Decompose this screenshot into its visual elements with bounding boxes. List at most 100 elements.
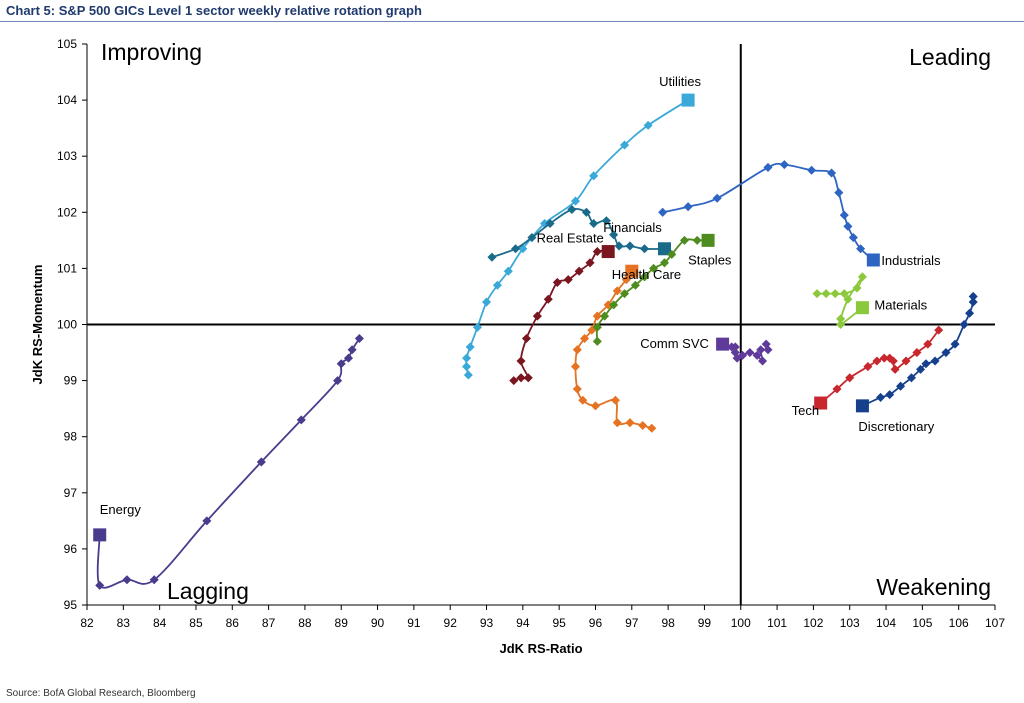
series-point-marker — [570, 362, 581, 372]
series-trail-line — [662, 162, 874, 261]
series-point-marker — [572, 345, 582, 355]
series-point-marker — [839, 210, 849, 220]
y-tick-label: 95 — [64, 598, 78, 612]
series-point-marker — [812, 289, 822, 299]
series-point-marker — [876, 392, 886, 402]
y-tick-label: 101 — [57, 261, 77, 275]
series-point-marker — [543, 294, 553, 304]
series-point-marker — [683, 202, 693, 212]
series-point-marker — [552, 277, 562, 287]
series-label: Energy — [100, 502, 142, 517]
series-head-marker — [93, 528, 107, 542]
series-point-marker — [763, 345, 773, 355]
series-point-marker — [901, 356, 911, 366]
x-tick-label: 92 — [444, 616, 458, 630]
y-tick-label: 97 — [64, 486, 78, 500]
series-point-marker — [863, 362, 873, 372]
series-label: Utilities — [659, 74, 701, 89]
x-tick-label: 104 — [876, 616, 896, 630]
series-label: Real Estate — [537, 231, 604, 246]
series-point-marker — [941, 348, 951, 358]
series-point-marker — [122, 575, 132, 585]
x-tick-label: 102 — [803, 616, 823, 630]
series-comm-svc — [716, 337, 773, 366]
chart-title: Chart 5: S&P 500 GICs Level 1 sector wee… — [6, 3, 422, 18]
series-point-marker — [465, 342, 475, 352]
series-point-marker — [516, 356, 526, 366]
series-point-marker — [572, 384, 582, 394]
x-tick-label: 91 — [407, 616, 421, 630]
x-tick-label: 94 — [516, 616, 530, 630]
series-tech — [814, 325, 944, 410]
series-point-marker — [620, 289, 630, 299]
quadrant-label-lagging: Lagging — [167, 578, 249, 604]
series-point-marker — [603, 300, 613, 310]
series-label: Materials — [874, 298, 927, 313]
series-point-marker — [487, 252, 497, 262]
series-label: Tech — [792, 403, 819, 418]
x-tick-label: 89 — [335, 616, 349, 630]
series-point-marker — [601, 216, 611, 226]
x-tick-label: 105 — [912, 616, 932, 630]
series-point-marker — [965, 308, 975, 318]
series-point-marker — [896, 381, 906, 391]
series-point-marker — [845, 373, 855, 383]
series-label: Staples — [688, 252, 732, 267]
series-point-marker — [563, 275, 573, 285]
x-tick-label: 101 — [767, 616, 787, 630]
quadrant-label-leading: Leading — [909, 44, 991, 70]
series-point-marker — [638, 420, 648, 431]
series-point-marker — [659, 258, 670, 268]
series-label: Comm SVC — [640, 336, 709, 351]
series-point-marker — [462, 362, 472, 372]
series-point-marker — [730, 348, 740, 358]
series-point-marker — [647, 423, 657, 433]
series-point-marker — [959, 319, 969, 330]
series-point-marker — [343, 353, 354, 363]
series-head-marker — [625, 264, 639, 278]
series-head-marker — [601, 245, 615, 259]
y-axis-label: JdK RS-Momentum — [30, 265, 45, 385]
series-point-marker — [758, 356, 768, 366]
x-tick-label: 83 — [117, 616, 131, 630]
series-point-marker — [463, 370, 473, 380]
series-point-marker — [779, 160, 789, 170]
y-tick-label: 104 — [57, 93, 77, 107]
series-label: Industrials — [881, 253, 941, 268]
series-head-marker — [681, 93, 695, 107]
x-tick-label: 106 — [949, 616, 969, 630]
series-point-marker — [625, 241, 635, 251]
y-tick-label: 105 — [57, 37, 77, 51]
series-point-marker — [574, 266, 584, 276]
series-energy — [93, 333, 364, 590]
series-discretionary — [855, 291, 978, 413]
series-real-estate — [509, 245, 615, 386]
series-head-marker — [657, 242, 671, 256]
series-point-marker — [934, 325, 944, 335]
x-tick-label: 88 — [298, 616, 312, 630]
series-point-marker — [481, 297, 492, 307]
series-point-marker — [578, 395, 588, 405]
x-tick-label: 87 — [262, 616, 276, 630]
series-point-marker — [763, 162, 773, 172]
series-point-marker — [592, 336, 602, 346]
series-head-marker — [855, 399, 869, 413]
series-label: Financials — [603, 220, 662, 235]
quadrant-label-weakening: Weakening — [876, 574, 991, 600]
series-point-marker — [890, 364, 900, 374]
y-tick-label: 100 — [57, 318, 77, 332]
series-point-marker — [821, 289, 831, 299]
source-note: Source: BofA Global Research, Bloomberg — [6, 688, 196, 699]
series-point-marker — [830, 289, 840, 299]
x-tick-label: 86 — [226, 616, 240, 630]
series-point-marker — [347, 345, 357, 355]
series-label: Health Care — [612, 267, 681, 282]
x-tick-label: 84 — [153, 616, 167, 630]
series-point-marker — [609, 300, 619, 310]
series-point-marker — [610, 395, 620, 405]
series-layer — [93, 93, 978, 590]
y-tick-label: 103 — [57, 149, 77, 163]
series-point-marker — [839, 289, 849, 299]
series-point-marker — [202, 516, 212, 526]
x-tick-label: 100 — [731, 616, 751, 630]
